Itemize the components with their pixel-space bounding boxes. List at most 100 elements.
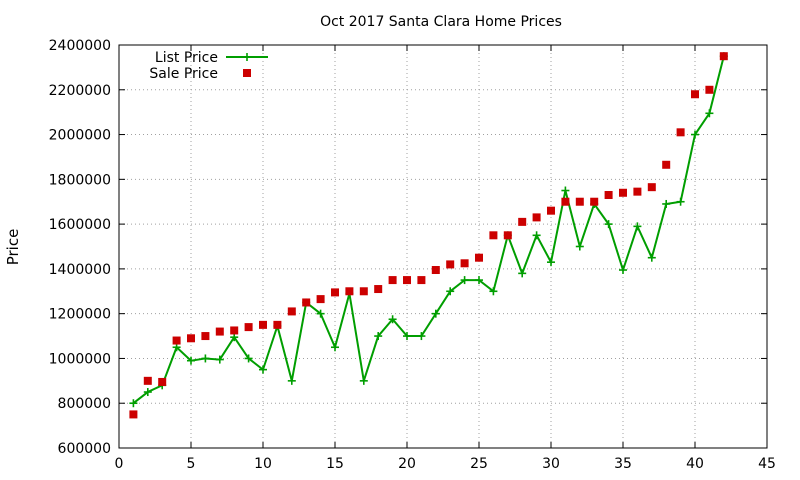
sale-price-point [619,188,627,197]
x-tick-label: 5 [187,456,196,472]
list-price-point [244,354,253,363]
y-tick-label: 600000 [58,441,111,457]
list-price-point [446,287,455,296]
sale-price-point [302,298,311,307]
sale-price-point [403,276,411,285]
sale-price-point [359,287,368,296]
list-price-point [359,376,368,385]
list-price-point [475,276,483,285]
plot-area [129,52,728,419]
list-price-point [561,186,570,195]
x-tick-label: 10 [254,456,272,472]
list-price-point [316,309,325,318]
sale-price-point [316,295,325,304]
sale-price-point [532,213,541,222]
list-price-point [575,242,584,251]
sale-price-point [259,320,267,329]
x-tick-label: 0 [115,456,124,472]
sale-price-point [575,197,584,206]
y-tick-label: 800000 [58,396,111,412]
sale-price-point [215,327,224,336]
legend: List Price Sale Price [149,50,268,82]
list-price-point [129,399,138,408]
sale-price-point [129,410,138,419]
sale-price-point [244,323,253,332]
sale-price-point [475,253,483,262]
y-axis-label: Price [4,229,22,266]
sale-price-point [273,320,282,329]
list-price-point [374,332,383,341]
sale-price-point [446,260,455,269]
list-price-point [417,332,426,341]
list-price-point [331,343,339,352]
y-tick-label: 2400000 [49,38,111,54]
grid-lines [119,45,767,448]
y-tick-label: 1800000 [49,172,111,188]
list-price-point [287,376,296,385]
x-tick-label: 35 [614,456,632,472]
list-price-point [201,354,210,363]
list-price-point [604,220,613,229]
axes [118,44,768,449]
y-tick-label: 1400000 [49,262,111,278]
sale-price-point [503,231,512,240]
sale-price-point [172,336,181,345]
list-price-point [460,276,469,285]
list-price-point [518,269,527,278]
sale-price-point [143,376,152,385]
sale-price-point [460,259,469,268]
sale-price-point [647,183,656,192]
sale-price-point [719,52,728,61]
plot-border [118,44,768,449]
sale-price-point [590,197,599,206]
sale-price-point [417,276,426,285]
chart-title: Oct 2017 Santa Clara Home Prices [320,14,562,30]
y-tick-label: 1000000 [49,351,111,367]
list-price-line [132,55,725,405]
sale-price-point [691,90,699,99]
y-tick-label: 1200000 [49,307,111,323]
legend-point-sale-price [243,69,251,77]
sale-price-point [331,288,339,297]
sale-price-point [187,334,195,343]
list-price-point [431,309,440,318]
sale-price-point [705,85,714,94]
y-tick-label: 1600000 [49,217,111,233]
sale-price-point [201,332,210,341]
y-tick-label: 2000000 [49,128,111,144]
x-tick-label: 25 [470,456,488,472]
list-price-point [215,355,224,364]
list-price-point [187,356,195,365]
list-price-point [230,333,239,342]
list-price-point [633,222,642,231]
legend-label-list-price: List Price [155,50,218,66]
list-price-point [532,231,541,240]
list-price-point [662,199,671,208]
list-price-point [705,109,714,118]
y-tick-label: 2200000 [49,83,111,99]
sale-price-point [604,191,613,200]
legend-point-list-price [243,53,251,61]
sale-price-point [489,231,498,240]
list-price-point [691,130,699,139]
sale-price-point [561,197,570,206]
list-price-point [676,197,685,206]
legend-sample-sale-price [243,69,251,77]
sale-price-point [676,128,685,137]
sale-price-point [374,285,383,294]
sale-price-point [518,217,527,226]
list-price-point [619,266,627,275]
sale-price-point [158,377,167,386]
sale-price-point [662,160,671,169]
sale-price-point [230,326,239,335]
list-price-point [489,287,498,296]
list-price-point [647,253,656,262]
list-price-point [172,343,181,352]
list-price-point [259,365,267,374]
sale-price-point [547,206,555,215]
legend-sample-list-price [226,53,268,61]
list-price-point [403,332,411,341]
sale-price-point [287,307,296,316]
